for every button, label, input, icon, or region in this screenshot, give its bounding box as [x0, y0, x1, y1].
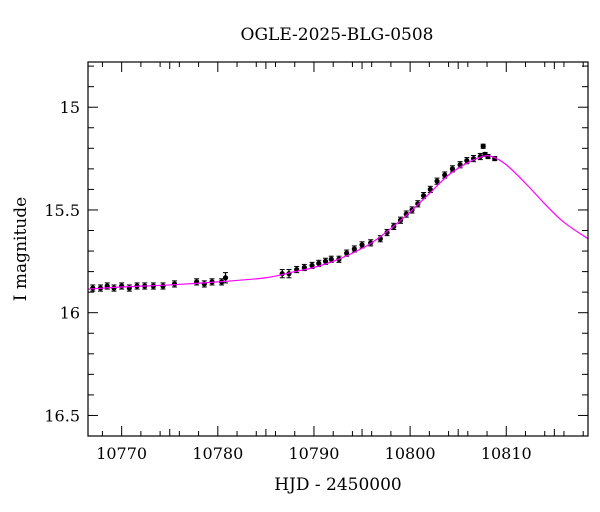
chart-title: OGLE-2025-BLG-0508 [241, 25, 434, 45]
data-point [351, 246, 357, 252]
model-curve [87, 155, 589, 290]
data-point [222, 275, 229, 281]
y-tick-label: 16 [60, 304, 80, 323]
data-point [171, 281, 178, 287]
plot-frame [87, 61, 589, 437]
data-point [434, 178, 440, 184]
y-tick-label: 15.5 [44, 201, 80, 220]
tick-labels: 10770 10780 10790 10800 10810 15 15.5 16 16.5 [44, 98, 531, 463]
data-point [359, 242, 365, 248]
data-point [415, 201, 421, 207]
y-tick-label: 15 [60, 98, 80, 117]
data-point [160, 283, 166, 289]
data-point [119, 283, 125, 289]
axis-ticks [88, 62, 588, 437]
data-point [201, 281, 207, 287]
x-tick-label: 10800 [385, 444, 436, 463]
error-bars [90, 143, 498, 292]
data-point [485, 153, 491, 160]
x-tick-label: 10770 [96, 444, 147, 463]
data-point [309, 262, 315, 269]
data-point [328, 256, 334, 262]
data-point [480, 143, 486, 149]
x-tick-label: 10790 [289, 444, 340, 463]
data-point [384, 229, 390, 236]
data-point [449, 166, 456, 172]
y-tick-label: 16.5 [44, 406, 80, 425]
data-point [442, 172, 448, 178]
data-point [322, 258, 329, 264]
data-points [90, 143, 498, 291]
x-axis-label: HJD - 2450000 [274, 475, 402, 495]
x-tick-label: 10780 [192, 444, 243, 463]
data-point [316, 260, 322, 266]
data-point [420, 192, 427, 199]
data-point [111, 285, 117, 291]
data-point [344, 250, 350, 256]
x-tick-label: 10810 [481, 444, 532, 463]
y-axis-label: I magnitude [11, 197, 31, 301]
data-point [403, 211, 409, 217]
